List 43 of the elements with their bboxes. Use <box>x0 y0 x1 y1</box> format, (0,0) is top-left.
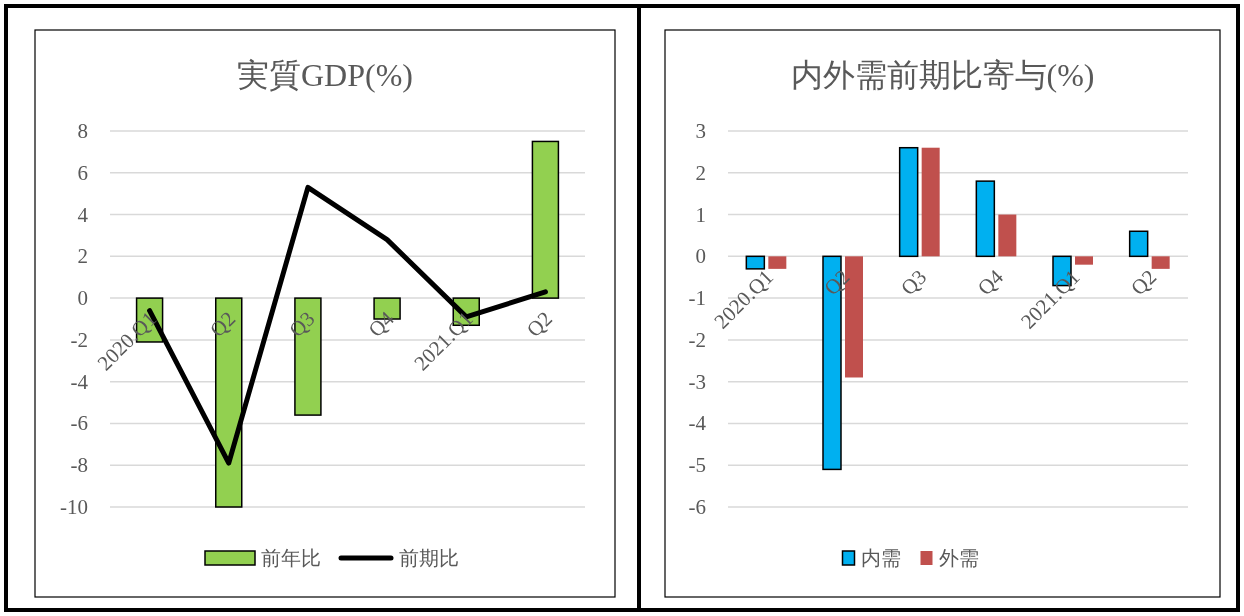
y-tick-label: 4 <box>77 202 89 227</box>
legend-label: 前年比 <box>261 547 321 569</box>
bar <box>768 256 787 269</box>
x-tick-label: Q3 <box>896 264 932 301</box>
y-tick-label: 0 <box>77 286 88 311</box>
y-tick-label: -4 <box>688 411 707 436</box>
bar <box>898 146 919 258</box>
bar <box>1151 256 1170 269</box>
bar <box>1128 230 1149 258</box>
chart-title: 実質GDP(%) <box>237 57 413 93</box>
y-tick-label: -2 <box>688 327 706 352</box>
bar <box>998 214 1017 257</box>
y-tick-label: -8 <box>70 453 88 478</box>
legend-label: 前期比 <box>399 547 459 569</box>
y-tick-label: -4 <box>70 369 89 394</box>
y-tick-label: 2 <box>77 244 88 269</box>
bar <box>975 180 996 258</box>
legend-label: 外需 <box>938 547 979 569</box>
y-tick-label: -6 <box>688 495 706 519</box>
x-tick-label: Q2 <box>205 306 241 342</box>
chart-title: 内外需前期比寄与(%) <box>790 57 1095 93</box>
x-tick-label: Q2 <box>521 306 557 342</box>
y-tick-label: 0 <box>695 244 706 269</box>
y-tick-label: 1 <box>695 202 706 227</box>
y-tick-label: 8 <box>77 119 88 143</box>
x-tick-label: Q2 <box>819 264 855 301</box>
x-tick-label: Q4 <box>972 264 1009 301</box>
bar <box>745 255 766 270</box>
y-tick-label: -10 <box>60 495 88 519</box>
y-tick-label: 3 <box>695 119 706 143</box>
x-tick-label: Q2 <box>1126 264 1162 301</box>
y-tick-label: -5 <box>688 453 706 478</box>
y-tick-label: 2 <box>695 160 706 185</box>
y-tick-label: -3 <box>688 369 706 394</box>
y-tick-label: -2 <box>70 327 88 352</box>
x-tick-label: Q4 <box>363 306 399 342</box>
x-tick-label: Q3 <box>284 306 320 342</box>
y-tick-label: -6 <box>70 411 88 436</box>
y-tick-label: 6 <box>77 160 88 185</box>
legend-label: 内需 <box>860 547 901 569</box>
bar <box>1075 256 1093 265</box>
y-tick-label: -1 <box>688 286 706 311</box>
bar <box>921 147 940 257</box>
